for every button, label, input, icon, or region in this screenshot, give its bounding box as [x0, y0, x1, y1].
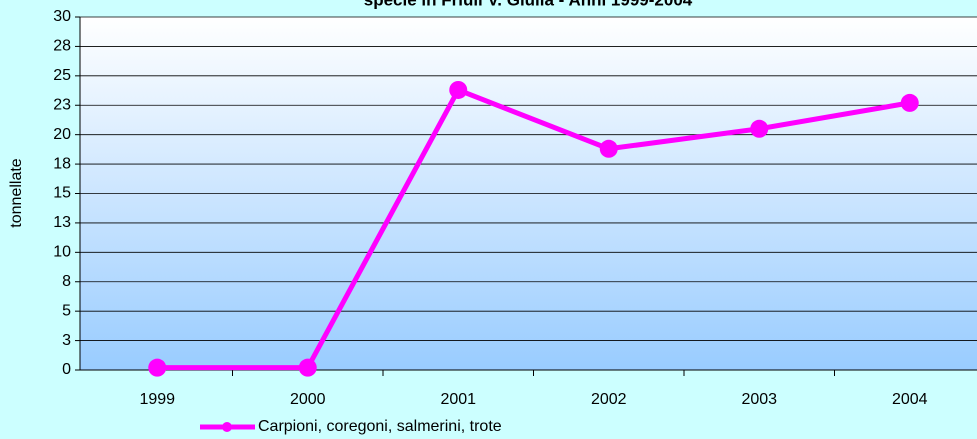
legend-marker: [222, 422, 232, 432]
y-tick-label: 15: [53, 185, 71, 202]
series-line: [157, 87, 911, 371]
data-point: [449, 80, 468, 99]
y-tick-label: 10: [53, 244, 71, 261]
chart-title: specie in Friuli V. Giulia - Anni 1999-2…: [364, 0, 693, 9]
x-tick-label: 2004: [892, 391, 928, 408]
y-axis-label: tonnellate: [8, 158, 25, 227]
y-tick-label: 0: [62, 361, 71, 378]
x-tick-label: 2001: [440, 391, 476, 408]
y-tick-label: 8: [62, 273, 71, 290]
data-point: [599, 139, 618, 158]
y-tick-label: 23: [53, 96, 71, 113]
data-point: [148, 358, 167, 377]
data-point: [750, 119, 769, 138]
x-tick-label: 2003: [741, 391, 777, 408]
x-tick-label: 2000: [290, 391, 326, 408]
data-point: [298, 358, 317, 377]
legend-label: Carpioni, coregoni, salmerini, trote: [258, 418, 502, 435]
y-tick-label: 5: [62, 302, 71, 319]
x-tick-label: 2002: [591, 391, 627, 408]
y-tick-label: 28: [53, 38, 71, 55]
y-tick-label: 20: [53, 126, 71, 143]
y-tick-label: 30: [53, 8, 71, 25]
y-tick-label: 3: [62, 332, 71, 349]
y-tick-label: 25: [53, 67, 71, 84]
x-tick-label: 1999: [139, 391, 175, 408]
y-tick-label: 13: [53, 214, 71, 231]
y-tick-label: 18: [53, 155, 71, 172]
data-point: [900, 93, 919, 112]
